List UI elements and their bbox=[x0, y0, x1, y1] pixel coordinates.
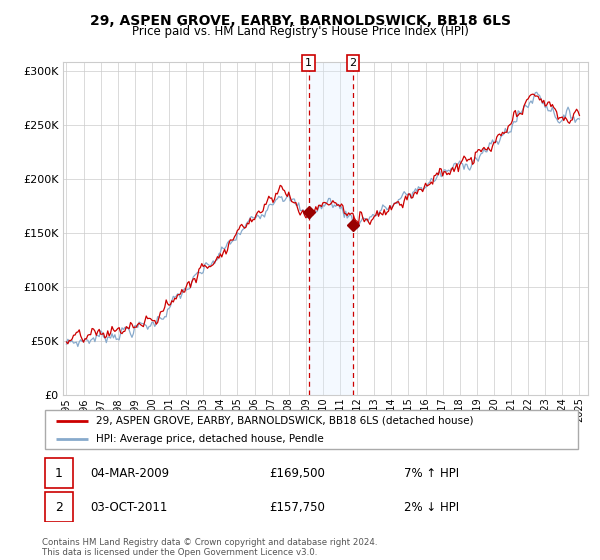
Text: £169,500: £169,500 bbox=[269, 467, 325, 480]
Bar bbox=[309, 62, 353, 395]
Text: 04-MAR-2009: 04-MAR-2009 bbox=[91, 467, 170, 480]
Text: 2: 2 bbox=[55, 501, 62, 514]
Text: 29, ASPEN GROVE, EARBY, BARNOLDSWICK, BB18 6LS: 29, ASPEN GROVE, EARBY, BARNOLDSWICK, BB… bbox=[89, 14, 511, 28]
Text: 03-OCT-2011: 03-OCT-2011 bbox=[91, 501, 168, 514]
Text: 7% ↑ HPI: 7% ↑ HPI bbox=[404, 467, 459, 480]
FancyBboxPatch shape bbox=[45, 410, 578, 449]
Text: Price paid vs. HM Land Registry's House Price Index (HPI): Price paid vs. HM Land Registry's House … bbox=[131, 25, 469, 38]
FancyBboxPatch shape bbox=[45, 492, 73, 522]
Text: 2: 2 bbox=[349, 58, 356, 68]
Text: 1: 1 bbox=[305, 58, 312, 68]
Text: HPI: Average price, detached house, Pendle: HPI: Average price, detached house, Pend… bbox=[96, 435, 324, 445]
Text: 1: 1 bbox=[55, 467, 62, 480]
Text: 29, ASPEN GROVE, EARBY, BARNOLDSWICK, BB18 6LS (detached house): 29, ASPEN GROVE, EARBY, BARNOLDSWICK, BB… bbox=[96, 416, 473, 426]
Text: Contains HM Land Registry data © Crown copyright and database right 2024.
This d: Contains HM Land Registry data © Crown c… bbox=[42, 538, 377, 557]
Text: 2% ↓ HPI: 2% ↓ HPI bbox=[404, 501, 459, 514]
Text: £157,750: £157,750 bbox=[269, 501, 325, 514]
FancyBboxPatch shape bbox=[45, 458, 73, 488]
